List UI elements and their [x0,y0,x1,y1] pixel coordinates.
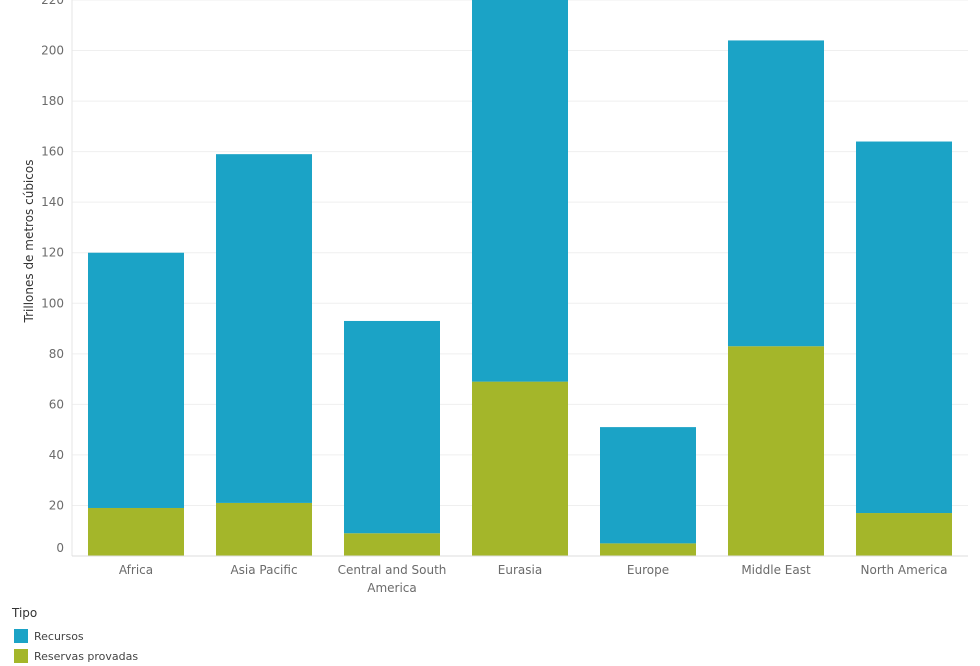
bar-recursos-middle-east[interactable] [728,40,824,347]
legend-swatch-recursos [14,629,28,643]
x-tick-label: Asia Pacific [230,563,297,577]
legend-item-recursos[interactable]: Recursos [12,626,138,646]
y-tick-label: 60 [49,397,64,411]
bar-recursos-europe[interactable] [600,427,696,544]
y-axis-ticks: 0 20 40 60 80 100 120 140 160 180 200 220 [41,0,64,555]
legend-item-reservas-provadas[interactable]: Reservas provadas [12,646,138,666]
y-tick-label: 220 [41,0,64,7]
x-tick-label: Central and South America [338,563,447,595]
bar-reservas-provadas-middle-east[interactable] [728,346,824,556]
y-tick-label: 100 [41,296,64,310]
bar-reservas-provadas-eurasia[interactable] [472,381,568,556]
y-tick-label: 200 [41,44,64,58]
y-tick-label: 180 [41,94,64,108]
legend-label-recursos: Recursos [34,629,84,643]
x-tick-label: Middle East [741,563,811,577]
bar-recursos-africa[interactable] [88,252,184,508]
bar-reservas-provadas-central-and-south-america[interactable] [344,533,440,556]
bar-recursos-central-and-south-america[interactable] [344,320,440,534]
legend: Tipo Recursos Reservas provadas [12,606,138,666]
y-tick-label: 40 [49,448,64,462]
y-tick-label: 0 [56,541,64,555]
legend-label-reservas-provadas: Reservas provadas [34,649,139,663]
x-tick-label: Eurasia [498,563,542,577]
bar-reservas-provadas-europe[interactable] [600,543,696,556]
x-tick-label: Africa [119,563,153,577]
y-tick-label: 20 [49,498,64,512]
bar-reservas-provadas-north-america[interactable] [856,513,952,556]
x-tick-label: North America [861,563,948,577]
y-tick-label: 80 [49,347,64,361]
bar-reservas-provadas-africa[interactable] [88,507,184,556]
bars [88,0,952,556]
bar-recursos-asia-pacific[interactable] [216,154,312,503]
y-tick-label: 160 [41,145,64,159]
stacked-bar-chart: 0 20 40 60 80 100 120 140 160 180 200 220 Africa Asi… [22,0,968,595]
x-axis-ticks: Africa Asia Pacific Central and South Ameri… [119,563,948,595]
legend-swatch-reservas-provadas [14,649,28,663]
legend-title: Tipo [12,606,38,620]
y-axis-title: Trillones de metros cúbicos [22,160,36,324]
bar-reservas-provadas-asia-pacific[interactable] [216,502,312,556]
y-tick-label: 140 [41,195,64,209]
y-tick-label: 120 [41,246,64,260]
bar-recursos-north-america[interactable] [856,141,952,514]
bar-recursos-eurasia[interactable] [472,0,568,382]
x-tick-label: Europe [627,563,669,577]
